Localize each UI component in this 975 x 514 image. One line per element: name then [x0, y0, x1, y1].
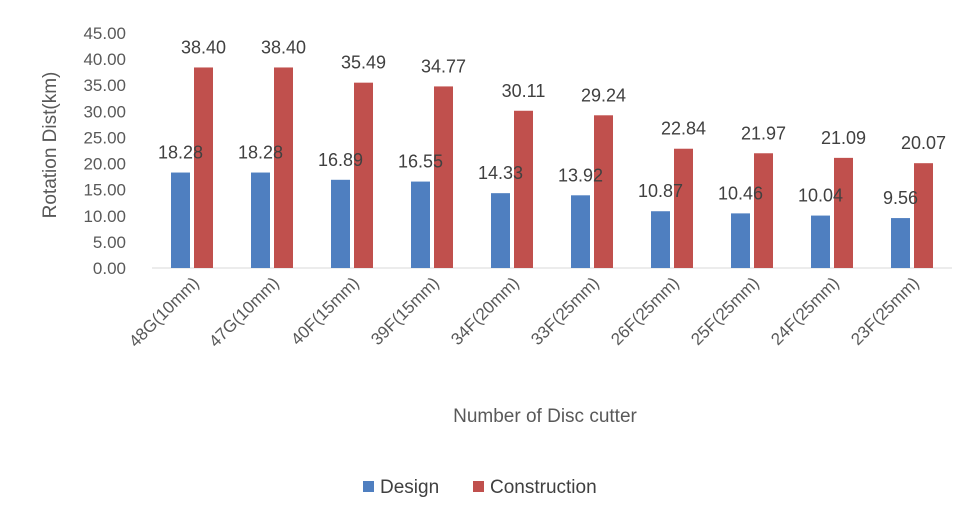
data-label-design-8: 10.04: [798, 186, 843, 206]
bars: [171, 67, 933, 269]
x-tick-label: 23F(25mm): [847, 273, 923, 349]
data-label-construction-1: 38.40: [261, 37, 306, 57]
data-label-construction-6: 22.84: [661, 119, 706, 139]
bar-design-7: [731, 213, 750, 268]
y-tick-label: 40.00: [83, 50, 126, 69]
legend-label-design: Design: [380, 477, 439, 498]
y-tick-label: 15.00: [83, 181, 126, 200]
y-tick-label: 5.00: [93, 233, 126, 252]
y-axis-ticks: 0.00 5.00 10.00 15.00 20.00 25.00 30.00 35.00 40…: [83, 24, 126, 278]
data-label-design-4: 14.33: [478, 163, 523, 183]
legend-label-construction: Construction: [490, 477, 597, 498]
bar-design-4: [491, 193, 510, 268]
y-tick-label: 45.00: [83, 24, 126, 43]
x-tick-label: 33F(25mm): [527, 273, 603, 349]
data-label-design-7: 10.46: [718, 183, 763, 203]
x-tick-label: 24F(25mm): [767, 273, 843, 349]
bar-design-3: [411, 181, 430, 268]
x-tick-label: 39F(15mm): [367, 273, 443, 349]
x-tick-label: 47G(10mm): [205, 273, 283, 351]
bar-design-8: [811, 215, 830, 268]
x-tick-label: 26F(25mm): [607, 273, 683, 349]
data-label-construction-5: 29.24: [581, 85, 626, 105]
data-label-design-9: 9.56: [883, 188, 918, 208]
x-tick-label: 40F(15mm): [287, 273, 363, 349]
bar-design-9: [891, 218, 910, 268]
legend: Design Construction: [363, 477, 597, 498]
bar-design-1: [251, 172, 270, 268]
bar-design-6: [651, 211, 670, 268]
y-tick-label: 25.00: [83, 128, 126, 147]
data-label-construction-2: 35.49: [341, 53, 386, 73]
data-label-design-1: 18.28: [238, 143, 283, 163]
data-label-design-0: 18.28: [158, 143, 203, 163]
bar-construction-5: [594, 115, 613, 269]
bar-construction-1: [274, 67, 293, 268]
data-label-construction-7: 21.97: [741, 123, 786, 143]
bar-construction-0: [194, 67, 213, 268]
data-label-design-6: 10.87: [638, 181, 683, 201]
bar-construction-3: [434, 86, 453, 268]
legend-swatch-construction: [473, 481, 484, 492]
bar-design-0: [171, 172, 190, 268]
data-labels: 18.28 38.40 18.28 38.40 16.89 35.49 16.55 34.77…: [158, 37, 946, 208]
legend-swatch-design: [363, 481, 374, 492]
bar-construction-7: [754, 153, 773, 268]
bar-construction-4: [514, 110, 533, 269]
data-label-design-2: 16.89: [318, 150, 363, 170]
data-label-construction-0: 38.40: [181, 37, 226, 57]
x-axis-title: Number of Disc cutter: [453, 406, 637, 427]
bar-construction-8: [834, 157, 853, 268]
y-axis-title: Rotation Dist(km): [40, 72, 61, 219]
data-label-construction-4: 30.11: [502, 81, 546, 101]
bar-construction-9: [914, 163, 933, 268]
x-axis-ticks: 48G(10mm) 47G(10mm) 40F(15mm) 39F(15mm) 34F(…: [125, 273, 923, 351]
bar-design-5: [571, 195, 590, 268]
bar-construction-2: [354, 82, 373, 268]
y-tick-label: 35.00: [83, 76, 126, 95]
x-tick-label: 25F(25mm): [687, 273, 763, 349]
data-label-construction-3: 34.77: [421, 56, 466, 76]
y-tick-label: 10.00: [83, 207, 126, 226]
data-label-construction-8: 21.09: [821, 128, 866, 148]
data-label-design-5: 13.92: [558, 165, 603, 185]
bar-design-2: [331, 179, 350, 268]
y-tick-label: 30.00: [83, 102, 126, 121]
y-tick-label: 20.00: [83, 155, 126, 174]
bar-construction-6: [674, 148, 693, 268]
x-tick-label: 48G(10mm): [125, 273, 203, 351]
data-label-design-3: 16.55: [398, 152, 443, 172]
y-tick-label: 0.00: [93, 259, 126, 278]
data-label-construction-9: 20.07: [901, 133, 946, 153]
x-tick-label: 34F(20mm): [447, 273, 523, 349]
